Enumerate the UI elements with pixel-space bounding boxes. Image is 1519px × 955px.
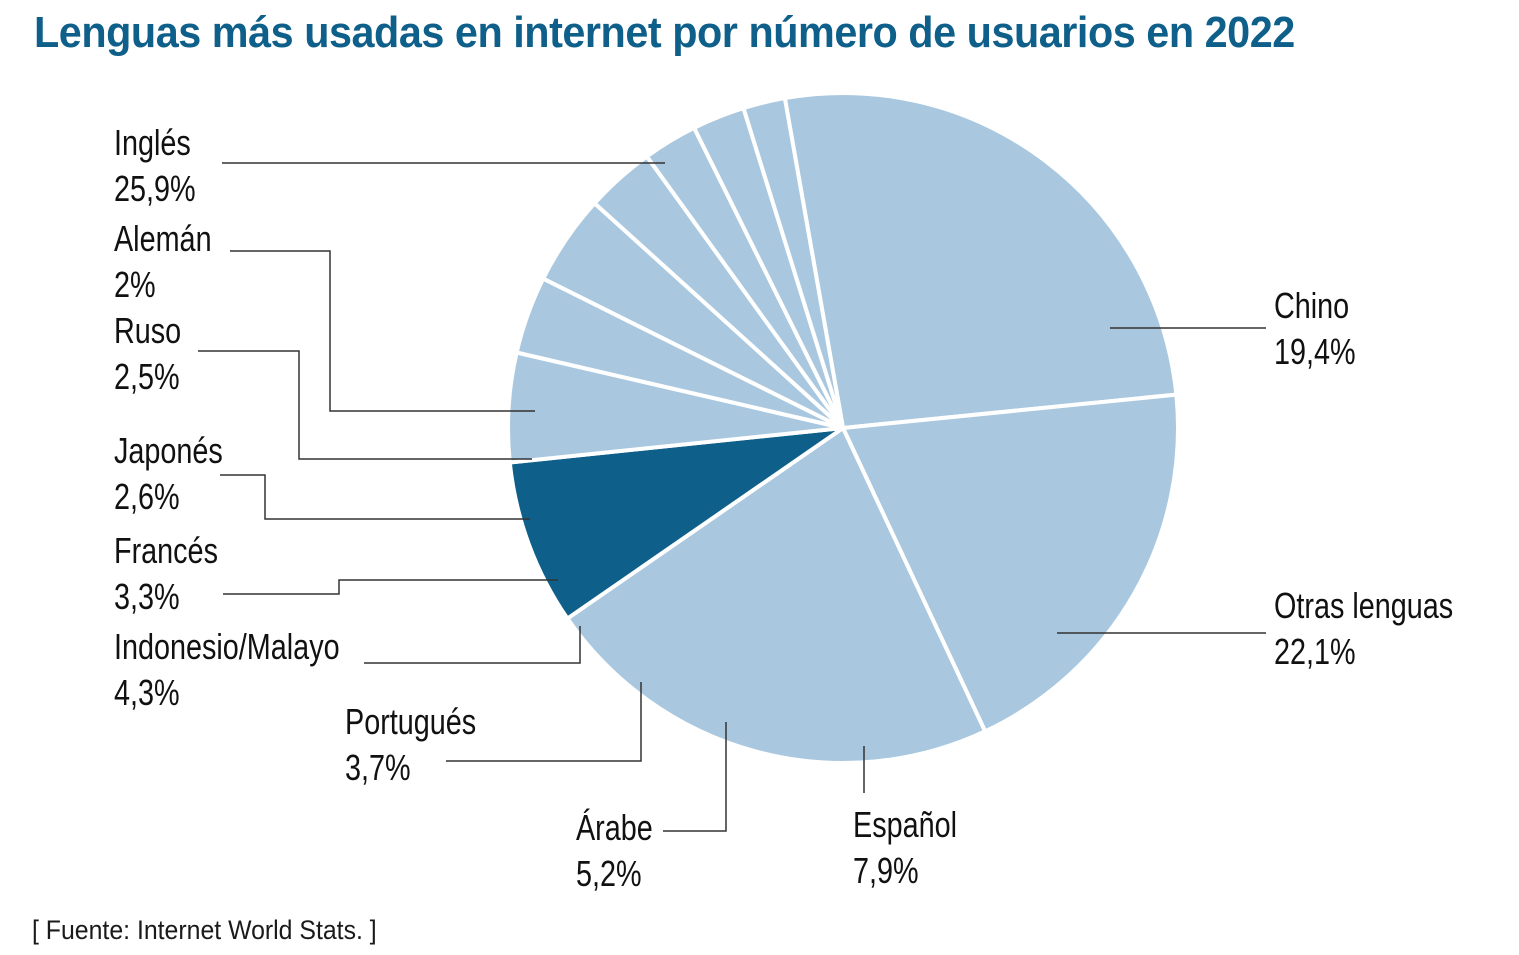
slice-label-chino: Chino	[1274, 285, 1349, 326]
slice-label-arabe: Árabe	[576, 807, 653, 848]
slice-label-ruso: Ruso	[114, 310, 181, 351]
slice-label-indonesio-malayo: Indonesio/Malayo	[114, 626, 340, 667]
slice-value-frances: 3,3%	[114, 576, 180, 617]
source-note: [ Fuente: Internet World Stats. ]	[32, 915, 377, 945]
pie-slice-chino	[841, 392, 1180, 734]
slice-value-japones: 2,6%	[114, 476, 180, 517]
chart-title: Lenguas más usadas en internet por númer…	[34, 8, 1295, 57]
slice-label-espanol: Español	[853, 804, 957, 845]
leader-line-ruso	[198, 350, 532, 460]
slice-value-arabe: 5,2%	[576, 853, 642, 894]
pie-slice-espanol	[507, 426, 845, 621]
slice-value-aleman: 2%	[114, 264, 156, 305]
leader-line-arabe	[663, 722, 727, 832]
leader-line-portugues	[446, 682, 642, 762]
slice-label-japones: Japonés	[114, 430, 223, 471]
slice-value-espanol: 7,9%	[853, 850, 919, 891]
slice-label-portugues: Portugués	[345, 701, 476, 742]
slice-label-otras-lenguas: Otras lenguas	[1274, 585, 1453, 626]
slice-value-ruso: 2,5%	[114, 356, 180, 397]
leader-line-aleman	[230, 250, 535, 412]
pie-slice-otras-lenguas	[565, 426, 988, 765]
slice-value-chino: 19,4%	[1274, 331, 1356, 372]
slice-value-portugues: 3,7%	[345, 747, 411, 788]
pie-slice-ingles	[782, 91, 1179, 430]
slice-value-ingles: 25,9%	[114, 168, 196, 209]
slice-label-frances: Francés	[114, 530, 218, 571]
leader-line-japones	[220, 474, 530, 520]
leader-line-frances	[223, 579, 558, 595]
pie-slice-aleman	[741, 96, 845, 430]
leader-line-indonesio-malayo	[364, 626, 581, 664]
slice-label-aleman: Alemán	[114, 218, 212, 259]
slice-label-ingles: Inglés	[114, 122, 191, 163]
slice-value-otras-lenguas: 22,1%	[1274, 631, 1356, 672]
slice-value-indonesio-malayo: 4,3%	[114, 672, 180, 713]
